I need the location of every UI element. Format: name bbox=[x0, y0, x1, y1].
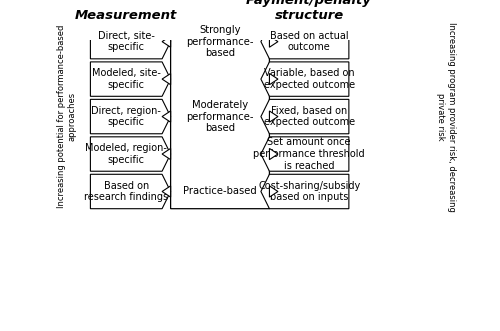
Polygon shape bbox=[270, 73, 278, 85]
Polygon shape bbox=[270, 148, 278, 160]
Text: Based on
research findings: Based on research findings bbox=[84, 181, 168, 202]
Polygon shape bbox=[90, 24, 170, 59]
Polygon shape bbox=[261, 24, 349, 59]
Polygon shape bbox=[162, 148, 170, 160]
Polygon shape bbox=[261, 99, 349, 134]
Text: Measurement: Measurement bbox=[75, 9, 178, 23]
Text: Fixed, based on
expected outcome: Fixed, based on expected outcome bbox=[264, 106, 354, 127]
Text: Modeled, region-
specific: Modeled, region- specific bbox=[86, 143, 167, 165]
Polygon shape bbox=[261, 62, 349, 96]
Polygon shape bbox=[270, 36, 278, 47]
Text: Practice-based: Practice-based bbox=[183, 186, 257, 197]
Text: Cost-sharing/subsidy
based on inputs: Cost-sharing/subsidy based on inputs bbox=[258, 181, 360, 202]
Polygon shape bbox=[162, 73, 170, 85]
Polygon shape bbox=[162, 111, 170, 122]
Text: Payment/penalty
structure: Payment/penalty structure bbox=[246, 0, 372, 23]
Polygon shape bbox=[162, 36, 170, 47]
Text: Direct, region-
specific: Direct, region- specific bbox=[92, 106, 161, 127]
Text: Modeled, site-
specific: Modeled, site- specific bbox=[92, 68, 160, 90]
Polygon shape bbox=[162, 186, 170, 197]
Polygon shape bbox=[261, 137, 349, 171]
Polygon shape bbox=[270, 186, 278, 197]
Text: Based on actual
outcome: Based on actual outcome bbox=[270, 31, 348, 52]
Polygon shape bbox=[90, 137, 170, 171]
Polygon shape bbox=[90, 174, 170, 209]
Text: Strongly
performance-
based: Strongly performance- based bbox=[186, 25, 254, 58]
Text: Increasing potential for performance-based
approaches: Increasing potential for performance-bas… bbox=[56, 25, 76, 208]
Text: Increasing program provider risk, decreasing
private risk: Increasing program provider risk, decrea… bbox=[436, 22, 456, 212]
Text: Set amount once
performance threshold
is reached: Set amount once performance threshold is… bbox=[254, 137, 365, 170]
Text: Variable, based on
expected outcome: Variable, based on expected outcome bbox=[264, 68, 354, 90]
Text: Direct, site-
specific: Direct, site- specific bbox=[98, 31, 154, 52]
Text: Moderately
performance-
based: Moderately performance- based bbox=[186, 100, 254, 133]
Polygon shape bbox=[90, 99, 170, 134]
Polygon shape bbox=[170, 13, 270, 209]
Polygon shape bbox=[90, 62, 170, 96]
Polygon shape bbox=[261, 174, 349, 209]
Polygon shape bbox=[270, 111, 278, 122]
